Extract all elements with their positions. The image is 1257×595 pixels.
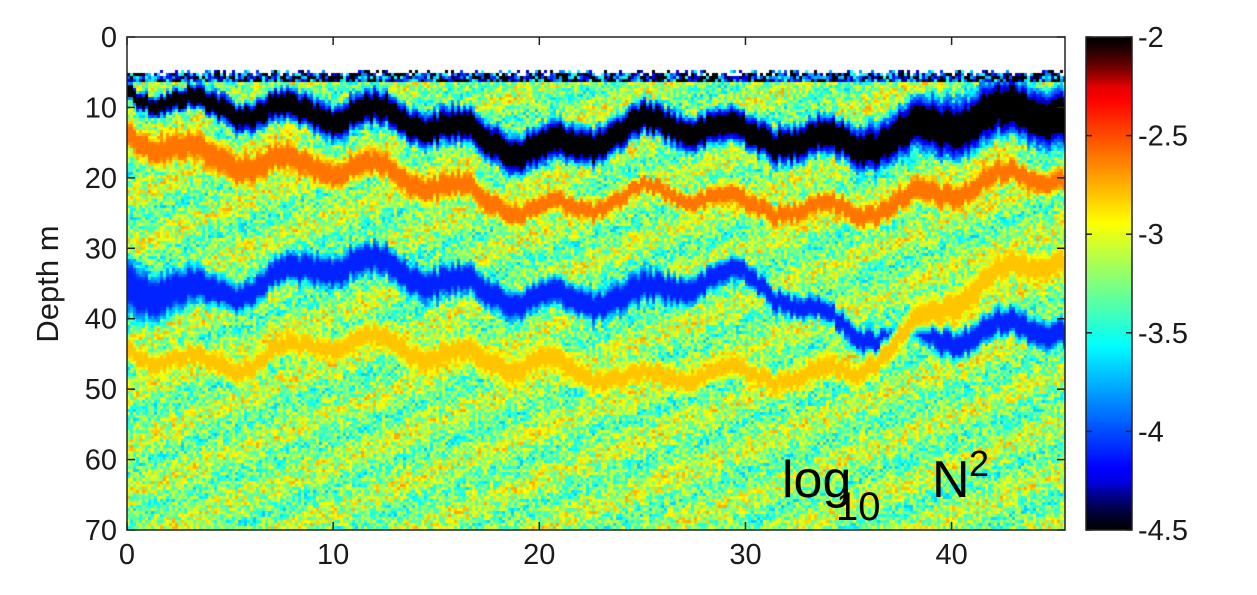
colorbar-image bbox=[1086, 37, 1132, 530]
heatmap-image bbox=[127, 37, 1065, 530]
